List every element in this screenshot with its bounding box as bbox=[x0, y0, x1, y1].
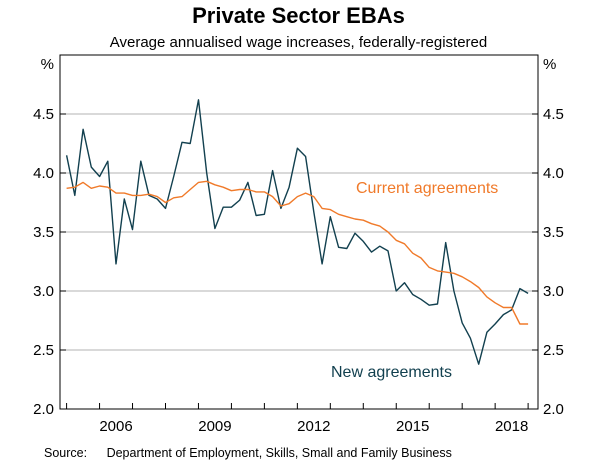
series-line-new-agreements bbox=[65, 99, 529, 365]
y-tick-label-left: 3.0 bbox=[33, 283, 54, 300]
source-note: Source: Department of Employment, Skills… bbox=[44, 446, 452, 460]
tick-labels: 2.0 2.0 2.5 2.5 3.0 3.0 3.5 3.5 4.0 4.0 4.5 4.5 2006… bbox=[33, 106, 564, 435]
source-label: Source: bbox=[44, 446, 88, 460]
y-tick-label-right: 3.5 bbox=[543, 224, 564, 241]
y-tick-label-left: 2.0 bbox=[33, 401, 54, 418]
y-tick-label-left: 3.5 bbox=[33, 224, 54, 241]
chart-subtitle: Average annualised wage increases, feder… bbox=[109, 34, 488, 51]
tick-marks bbox=[60, 113, 538, 410]
y-tick-label-right: 2.0 bbox=[543, 401, 564, 418]
series-layer bbox=[65, 99, 529, 365]
chart-title: Private Sector EBAs bbox=[192, 3, 405, 28]
x-tick-label-2015: 2015 bbox=[396, 418, 429, 435]
y-tick-label-right: 2.5 bbox=[543, 342, 564, 359]
annotation-current-agreements: Current agreements bbox=[356, 180, 498, 197]
x-tick-label-2012: 2012 bbox=[297, 418, 330, 435]
x-tick-label-2018: 2018 bbox=[495, 418, 528, 435]
y-unit-right: % bbox=[543, 56, 556, 73]
x-tick-label-2009: 2009 bbox=[198, 418, 231, 435]
y-tick-label-left: 4.5 bbox=[33, 106, 54, 123]
annotation-new-agreements: New agreements bbox=[331, 364, 452, 381]
y-unit-left: % bbox=[41, 56, 54, 73]
x-tick-label-2006: 2006 bbox=[99, 418, 132, 435]
series-line-current-agreements bbox=[66, 180, 529, 325]
y-tick-label-right: 4.0 bbox=[543, 165, 564, 182]
y-tick-label-left: 4.0 bbox=[33, 165, 54, 182]
y-tick-label-right: 3.0 bbox=[543, 283, 564, 300]
source-text: Department of Employment, Skills, Small … bbox=[106, 446, 452, 460]
y-tick-label-left: 2.5 bbox=[33, 342, 54, 359]
y-tick-label-right: 4.5 bbox=[543, 106, 564, 123]
